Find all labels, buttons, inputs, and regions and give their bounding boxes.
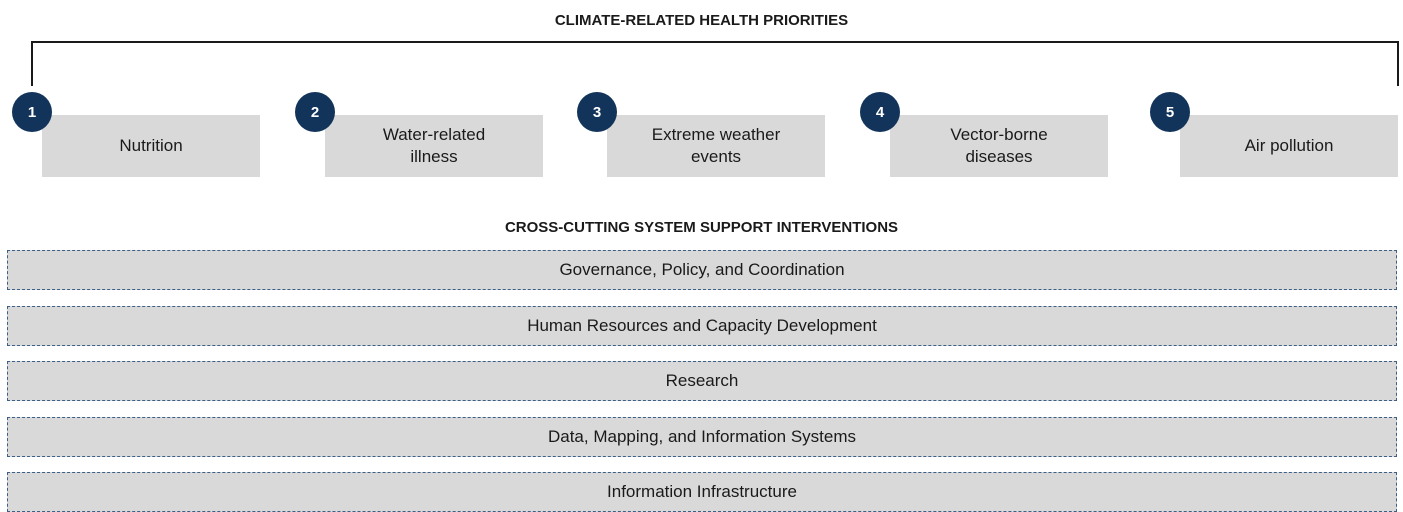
priority-box: Extreme weather events [607, 115, 825, 177]
intervention-box: Data, Mapping, and Information Systems [7, 416, 1397, 457]
priority-number: 5 [1150, 92, 1190, 132]
priority-number: 3 [577, 92, 617, 132]
priority-number: 4 [860, 92, 900, 132]
intervention-box: Research [7, 361, 1397, 401]
bracket-line [31, 41, 1399, 86]
intervention-box: Information Infrastructure [7, 472, 1397, 512]
priorities-title: CLIMATE-RELATED HEALTH PRIORITIES [554, 12, 849, 29]
intervention-box: Human Resources and Capacity Development [7, 305, 1397, 346]
intervention-box: Governance, Policy, and Coordination [7, 250, 1397, 290]
priority-number: 1 [12, 92, 52, 132]
priority-number: 2 [295, 92, 335, 132]
priority-box: Water-related illness [325, 115, 543, 177]
priority-box: Vector-borne diseases [890, 115, 1108, 177]
bracket [31, 41, 1399, 86]
priority-box: Nutrition [42, 115, 260, 177]
interventions-title: CROSS-CUTTING SYSTEM SUPPORT INTERVENTIO… [504, 219, 899, 236]
priority-box: Air pollution [1180, 115, 1398, 177]
